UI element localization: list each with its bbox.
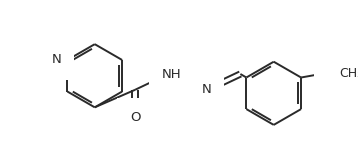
Text: N: N [201,83,211,96]
Text: NH: NH [162,68,182,81]
Text: O: O [130,111,140,124]
Text: N: N [52,53,61,66]
Text: CH₃: CH₃ [339,67,358,80]
